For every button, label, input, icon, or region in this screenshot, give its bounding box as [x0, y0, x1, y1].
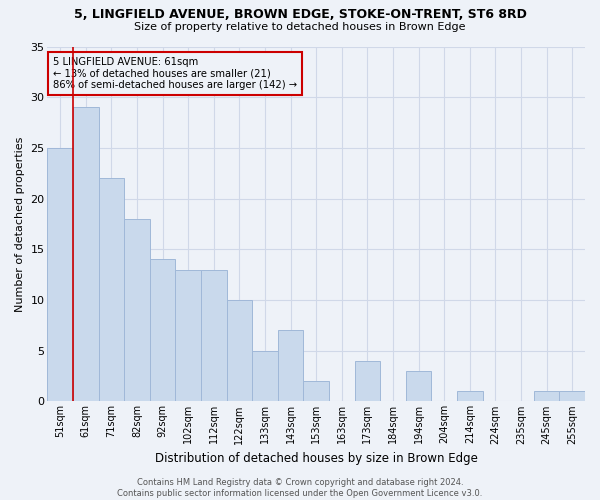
X-axis label: Distribution of detached houses by size in Brown Edge: Distribution of detached houses by size …	[155, 452, 478, 465]
Bar	[227, 300, 252, 402]
Bar	[559, 391, 585, 402]
Text: Size of property relative to detached houses in Brown Edge: Size of property relative to detached ho…	[134, 22, 466, 32]
Bar	[150, 260, 175, 402]
Bar	[201, 270, 227, 402]
Bar	[278, 330, 304, 402]
Bar	[457, 391, 482, 402]
Bar	[252, 350, 278, 402]
Bar	[73, 108, 98, 402]
Y-axis label: Number of detached properties: Number of detached properties	[15, 136, 25, 312]
Text: 5 LINGFIELD AVENUE: 61sqm
← 13% of detached houses are smaller (21)
86% of semi-: 5 LINGFIELD AVENUE: 61sqm ← 13% of detac…	[53, 57, 297, 90]
Bar	[124, 219, 150, 402]
Bar	[98, 178, 124, 402]
Bar	[304, 381, 329, 402]
Bar	[47, 148, 73, 402]
Bar	[534, 391, 559, 402]
Text: Contains HM Land Registry data © Crown copyright and database right 2024.
Contai: Contains HM Land Registry data © Crown c…	[118, 478, 482, 498]
Bar	[355, 361, 380, 402]
Text: 5, LINGFIELD AVENUE, BROWN EDGE, STOKE-ON-TRENT, ST6 8RD: 5, LINGFIELD AVENUE, BROWN EDGE, STOKE-O…	[74, 8, 526, 20]
Bar	[175, 270, 201, 402]
Bar	[406, 371, 431, 402]
